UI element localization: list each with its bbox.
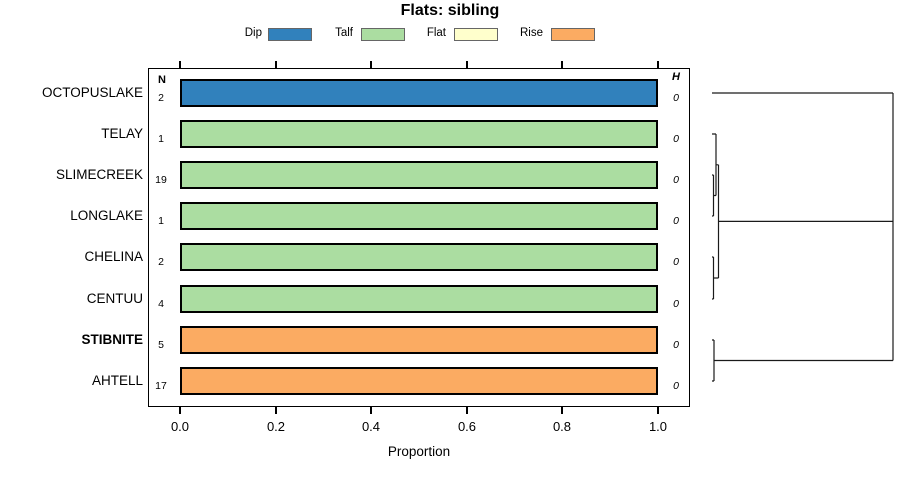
row-label-longlake: LONGLAKE [70,208,143,223]
chart-title: Flats: sibling [400,2,500,19]
dendrogram-branch-middle-cluster [717,164,893,278]
top-axis-tick [561,61,563,68]
row-label-telay: TELAY [101,126,143,141]
h-value: 0 [673,133,679,145]
legend-swatch-flat [454,28,498,41]
top-axis-tick [275,61,277,68]
bar-stibnite [180,326,658,354]
x-axis-tick [466,407,468,414]
legend-swatch-talf [361,28,405,41]
bar-ahtell [180,367,658,395]
x-tick-label: 0.8 [552,419,572,434]
bar-longlake [180,202,658,230]
top-axis-tick [179,61,181,68]
x-axis-tick [179,407,181,414]
plot-frame [148,68,690,407]
legend-swatch-rise [551,28,595,41]
bar-slimecreek [180,161,658,189]
legend-swatch-dip [268,28,312,41]
dendrogram-branch-slimecreek-longlake [712,174,716,217]
x-axis-tick [370,407,372,414]
n-value: 2 [158,256,164,268]
h-value: 0 [673,92,679,104]
h-value: 0 [673,339,679,351]
top-axis-tick [370,61,372,68]
x-axis-title: Proportion [387,444,451,459]
x-tick-label: 0.6 [457,419,477,434]
dendrogram-branch-stibnite-ahtell [712,339,893,382]
bar-telay [180,120,658,148]
bar-chelina [180,243,658,271]
n-column-header: N [158,74,166,86]
legend-label-flat: Flat [426,27,446,39]
x-tick-label: 1.0 [648,419,668,434]
x-axis-tick [657,407,659,414]
row-label-centuu: CENTUU [86,291,143,306]
n-value: 4 [158,298,164,310]
legend-label-rise: Rise [519,27,543,39]
x-tick-label: 0.2 [266,419,286,434]
x-axis-tick [275,407,277,414]
n-value: 1 [158,215,164,227]
x-axis-tick [561,407,563,414]
n-value: 1 [158,133,164,145]
n-value: 2 [158,92,164,104]
bar-octopuslake [180,79,658,107]
h-value: 0 [673,215,679,227]
bar-centuu [180,285,658,313]
h-value: 0 [673,298,679,310]
h-value: 0 [673,256,679,268]
h-value: 0 [673,174,679,186]
n-value: 19 [155,174,167,186]
legend-label-talf: Talf [335,27,353,39]
n-value: 5 [158,339,164,351]
dendrogram-branch-chelina-centuu [712,256,719,300]
h-column-header: H [672,71,680,83]
x-tick-label: 0.0 [170,419,190,434]
x-tick-label: 0.4 [361,419,381,434]
top-axis-tick [466,61,468,68]
row-label-octopuslake: OCTOPUSLAKE [41,85,143,100]
h-value: 0 [673,380,679,392]
n-value: 17 [155,380,167,392]
row-label-stibnite: STIBNITE [81,332,143,347]
legend-label-dip: Dip [244,27,262,39]
row-label-ahtell: AHTELL [91,373,143,388]
top-axis-tick [657,61,659,68]
row-label-slimecreek: SLIMECREEK [55,167,143,182]
row-label-chelina: CHELINA [84,249,143,264]
